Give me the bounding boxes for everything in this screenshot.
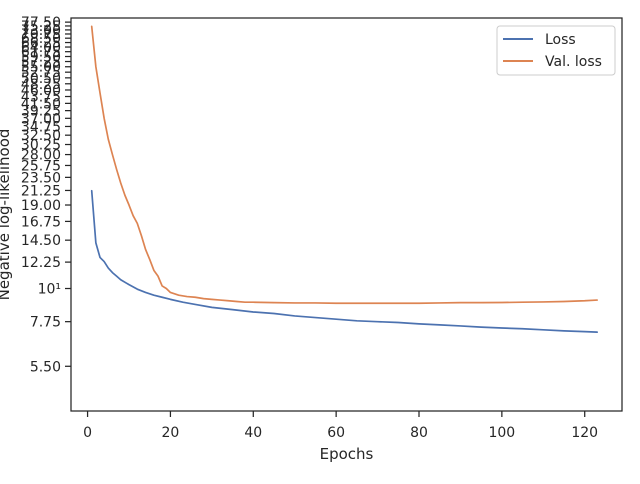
- x-tick-label: 80: [410, 425, 428, 441]
- y-tick-label: 34.75: [21, 119, 61, 135]
- y-tick-label: 30.25: [21, 138, 61, 154]
- y-axis-label: Negative log-likelihood: [0, 129, 13, 301]
- y-tick-label: 59.50: [21, 50, 61, 66]
- x-tick-label: 120: [571, 425, 598, 441]
- y-tick-label: 32.50: [21, 128, 61, 144]
- x-tick-label: 20: [162, 425, 180, 441]
- y-tick-label: 48.25: [21, 77, 61, 93]
- y-tick-label: 12.25: [21, 255, 61, 271]
- y-tick-label: 14.50: [21, 233, 61, 249]
- y-axis: 5.50 7.75 10¹ 12.25 14.50 16.7519.0021.2523.5…: [21, 15, 71, 375]
- x-tick-label: 60: [327, 425, 345, 441]
- axes-layer: [70, 17, 623, 412]
- y-tick-label: 70.75: [21, 27, 61, 43]
- y-tick-label: 43.75: [21, 90, 61, 106]
- y-tick-label: 23.50: [21, 170, 61, 186]
- legend-label-val-loss: Val. loss: [545, 54, 602, 70]
- series-layer: [90, 25, 598, 333]
- y-tick-label: 68.50: [21, 31, 61, 47]
- y-tick-label: 52.75: [21, 65, 61, 81]
- x-tick-label: 0: [83, 425, 92, 441]
- series-line-val-loss: [90, 25, 598, 305]
- y-tick-label: 5.50: [30, 359, 61, 375]
- x-axis: 0 20 40 60 80 100 120: [83, 411, 598, 441]
- y-tick-label: 7.75: [30, 315, 61, 331]
- x-tick-label: 40: [244, 425, 262, 441]
- y-tick-label: 50.50: [21, 71, 61, 87]
- legend: Loss Val. loss: [496, 25, 616, 76]
- y-tick-label: 73.00: [21, 23, 61, 39]
- plot-area: [71, 18, 622, 411]
- legend-label-loss: Loss: [545, 32, 576, 48]
- y-tick-label: 55.00: [21, 60, 61, 76]
- y-tick-label: 10¹: [38, 282, 61, 298]
- x-axis-label: Epochs: [320, 445, 374, 463]
- y-tick-label: 41.50: [21, 96, 61, 112]
- y-tick-label: 66.25: [21, 36, 61, 52]
- y-tick-label: 57.25: [21, 55, 61, 71]
- series-line-loss: [90, 189, 598, 333]
- y-tick-label: 28.00: [21, 148, 61, 164]
- y-tick-label: 16.75: [21, 214, 61, 230]
- y-tick-label: 37.00: [21, 111, 61, 127]
- y-tick-label: 21.25: [21, 183, 61, 199]
- y-tick-label: 77.50: [21, 15, 61, 31]
- y-tick-label: 75.25: [21, 19, 61, 35]
- y-tick-label: 46.00: [21, 83, 61, 99]
- y-tick-label: 39.25: [21, 104, 61, 120]
- y-tick-label: 25.75: [21, 158, 61, 174]
- plot-frame: [70, 17, 623, 412]
- x-tick-label: 100: [488, 425, 515, 441]
- y-tick-label: 19.00: [21, 198, 61, 214]
- y-tick-label: 61.75: [21, 45, 61, 61]
- y-tick-label: 64.00: [21, 40, 61, 56]
